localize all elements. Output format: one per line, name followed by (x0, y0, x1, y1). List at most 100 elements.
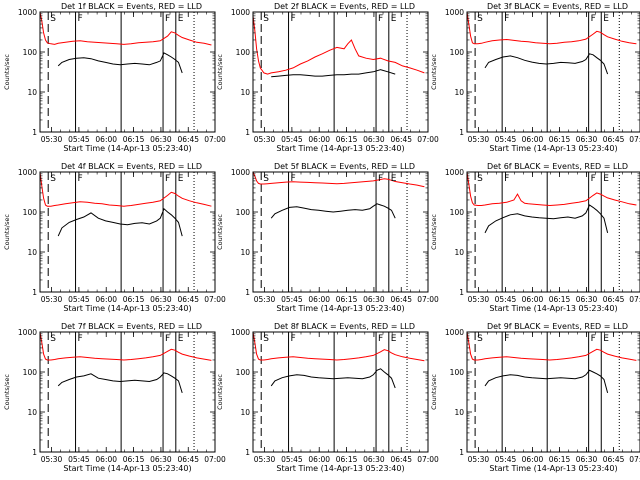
marker-label: S (50, 334, 56, 344)
x-tick-label: 05:30 (254, 295, 276, 304)
x-tick-label: 07:00 (417, 135, 439, 144)
marker-label: F (165, 14, 170, 24)
x-tick-label: 06:30 (576, 455, 598, 464)
y-tick-label: 1000 (445, 8, 464, 17)
y-tick-label: 1 (245, 288, 250, 297)
y-axis-label: Counts/sec (430, 374, 438, 410)
x-tick-label: 06:45 (603, 135, 625, 144)
panel-title: Det 3f BLACK = Events, RED = LLD (487, 2, 628, 11)
y-tick-label: 100 (236, 48, 251, 57)
series-line-lld (467, 172, 637, 207)
x-tick-label: 05:45 (281, 295, 303, 304)
series-line-events (484, 53, 609, 75)
plot-area (253, 172, 425, 292)
y-tick-label: 1000 (231, 328, 250, 337)
marker-label: F (291, 174, 296, 184)
x-tick-label: 05:30 (254, 455, 276, 464)
plot-frame (252, 331, 429, 453)
x-tick-label: 06:45 (177, 295, 199, 304)
marker-label: F (504, 334, 509, 344)
x-tick-label: 06:45 (390, 135, 412, 144)
x-tick-label: 05:45 (495, 295, 517, 304)
y-tick-label: 1 (245, 448, 250, 457)
y-tick-label: 1 (459, 448, 464, 457)
y-tick-label: 10 (240, 248, 250, 257)
plot-area (253, 332, 425, 452)
x-tick-label: 06:00 (308, 295, 330, 304)
x-tick-label: 07:00 (417, 455, 439, 464)
x-tick-label: 07:00 (417, 295, 439, 304)
y-tick-label: 1000 (18, 328, 37, 337)
x-tick-label: 05:30 (468, 295, 490, 304)
series-line-lld (40, 332, 212, 361)
panel-title: Det 7f BLACK = Events, RED = LLD (61, 322, 202, 331)
y-axis-label: Counts/sec (216, 54, 224, 90)
marker-label: S (477, 174, 483, 184)
panel-det-4: Det 4f BLACK = Events, RED = LLD Counts/s… (3, 162, 226, 313)
plot-area (467, 12, 637, 132)
x-tick-label: 07:00 (204, 295, 226, 304)
plot-area (40, 332, 212, 452)
y-tick-label: 1 (32, 448, 37, 457)
series-line-lld (467, 332, 637, 361)
x-tick-label: 05:30 (468, 455, 490, 464)
panel-det-7: Det 7f BLACK = Events, RED = LLD Counts/s… (3, 322, 226, 473)
x-tick-label: 06:00 (522, 135, 544, 144)
x-tick-label: 05:30 (41, 455, 63, 464)
series-line-events (57, 207, 183, 237)
plot-area (467, 172, 637, 292)
y-tick-label: 10 (454, 248, 464, 257)
x-tick-label: 06:00 (95, 295, 117, 304)
x-tick-label: 06:45 (177, 135, 199, 144)
x-tick-label: 06:15 (549, 455, 571, 464)
y-tick-label: 100 (23, 368, 38, 377)
x-tick-label: 07:00 (629, 135, 640, 144)
x-tick-label: 06:15 (336, 135, 358, 144)
x-tick-label: 06:30 (576, 135, 598, 144)
x-tick-label: 05:45 (68, 295, 90, 304)
y-tick-label: 1000 (445, 168, 464, 177)
y-tick-label: 10 (27, 408, 37, 417)
marker-label: F (504, 174, 509, 184)
series-line-lld (253, 172, 425, 188)
x-axis-title: Start Time (14-Apr-13 05:23:40) (276, 144, 404, 153)
panel-det-9: Det 9f BLACK = Events, RED = LLD Counts/s… (430, 322, 640, 473)
y-axis-label: Counts/sec (216, 214, 224, 250)
panel-det-5: Det 5f BLACK = Events, RED = LLD Counts/s… (216, 162, 439, 313)
x-axis-title: Start Time (14-Apr-13 05:23:40) (63, 304, 191, 313)
marker-label: E (391, 334, 397, 344)
x-tick-label: 05:30 (41, 295, 63, 304)
x-axis-title: Start Time (14-Apr-13 05:23:40) (276, 464, 404, 473)
y-tick-label: 1000 (445, 328, 464, 337)
x-tick-label: 06:30 (150, 135, 172, 144)
x-tick-label: 06:45 (390, 455, 412, 464)
series-line-events (270, 368, 396, 389)
x-tick-label: 05:45 (281, 135, 303, 144)
y-tick-label: 10 (27, 88, 37, 97)
plot-frame (466, 171, 640, 293)
y-tick-label: 1000 (231, 168, 250, 177)
marker-label: F (591, 174, 596, 184)
y-axis-label: Counts/sec (3, 214, 11, 250)
y-tick-label: 10 (240, 88, 250, 97)
series-line-lld (253, 15, 425, 75)
x-tick-label: 06:00 (308, 135, 330, 144)
x-axis-title: Start Time (14-Apr-13 05:23:40) (489, 464, 617, 473)
marker-label: F (504, 14, 509, 24)
x-tick-label: 06:00 (95, 135, 117, 144)
x-tick-label: 07:00 (629, 455, 640, 464)
y-tick-label: 1000 (231, 8, 250, 17)
marker-label: F (291, 334, 296, 344)
x-tick-label: 05:45 (68, 455, 90, 464)
x-tick-label: 07:00 (204, 455, 226, 464)
plot-frame (39, 171, 216, 293)
plot-frame (466, 11, 640, 133)
marker-label: F (591, 14, 596, 24)
x-tick-label: 06:15 (336, 295, 358, 304)
x-tick-label: 06:15 (336, 455, 358, 464)
x-tick-label: 06:15 (123, 135, 145, 144)
panel-det-6: Det 6f BLACK = Events, RED = LLD Counts/s… (430, 162, 640, 313)
panel-det-2: Det 2f BLACK = Events, RED = LLD Counts/s… (216, 2, 439, 153)
x-tick-label: 06:00 (95, 455, 117, 464)
